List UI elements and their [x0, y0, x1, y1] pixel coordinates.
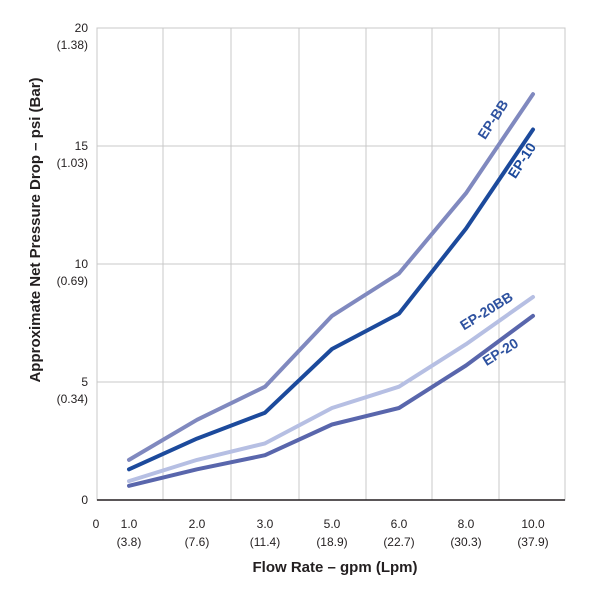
y-tick-metric-label: (0.34): [57, 392, 88, 406]
x-tick-metric-label: (18.9): [316, 535, 347, 549]
y-tick-metric-label: (0.69): [57, 274, 88, 288]
series-line-ep-bb: [127, 92, 535, 462]
x-tick-label: 8.0: [458, 517, 475, 531]
x-tick-label: 3.0: [257, 517, 274, 531]
y-tick-label: 20: [75, 21, 89, 35]
x-tick-label: 5.0: [324, 517, 341, 531]
y-tick-metric-label: (1.03): [57, 156, 88, 170]
x-tick-metric-label: (3.8): [117, 535, 142, 549]
x-tick-metric-label: (7.6): [185, 535, 210, 549]
y-tick-label: 10: [75, 257, 89, 271]
series-lines: [127, 92, 535, 488]
y-tick-label: 0: [81, 493, 88, 507]
x-tick-label: 6.0: [391, 517, 408, 531]
grid: [96, 27, 566, 501]
y-tick-metric-label: (1.38): [57, 38, 88, 52]
x-tick-label: 1.0: [121, 517, 138, 531]
series-line-ep-20: [127, 313, 535, 488]
x-axis-title: Flow Rate – gpm (Lpm): [253, 559, 418, 576]
tick-labels: 0 5 (0.34) 10 (0.69) 15 (1.03) 20 (1.38) 0 1.0 (3.8…: [57, 21, 549, 549]
series-line-ep-10: [127, 127, 535, 472]
x-tick-metric-label: (22.7): [383, 535, 414, 549]
x-tick-metric-label: (30.3): [450, 535, 481, 549]
x-tick-label: 2.0: [189, 517, 206, 531]
y-axis-title: Approximate Net Pressure Drop – psi (Bar…: [27, 77, 44, 382]
series-line-ep-20bb: [127, 295, 535, 484]
x-origin-label: 0: [93, 517, 100, 531]
y-tick-label: 15: [75, 139, 89, 153]
x-tick-metric-label: (11.4): [250, 535, 280, 549]
x-tick-label: 10.0: [521, 517, 545, 531]
x-tick-metric-label: (37.9): [517, 535, 548, 549]
y-tick-label: 5: [81, 375, 88, 389]
